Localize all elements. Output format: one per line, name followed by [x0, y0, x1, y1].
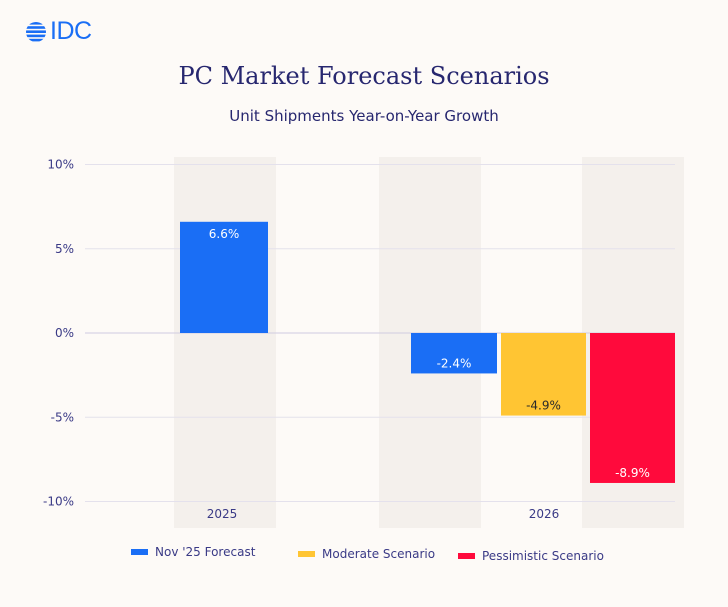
y-tick-label: 10% [47, 158, 74, 172]
data-label: -4.9% [526, 399, 561, 413]
legend-swatch [298, 551, 315, 557]
globe-icon [26, 21, 46, 41]
y-tick-label: -5% [51, 410, 74, 424]
bar [180, 221, 268, 333]
chart-title: PC Market Forecast Scenarios [178, 62, 550, 90]
legend-item-moderate: Moderate Scenario [298, 547, 435, 561]
x-tick-label: 2025 [207, 507, 238, 521]
idc-logo: IDC [25, 19, 92, 44]
bar [411, 333, 497, 374]
data-label: 6.6% [209, 227, 240, 241]
background-band [174, 157, 276, 528]
legend-label: Moderate Scenario [322, 547, 436, 561]
x-tick-label: 2026 [529, 507, 560, 521]
bar [590, 333, 675, 483]
logo-text: IDC [50, 17, 92, 45]
legend-item-pessimistic: Pessimistic Scenario [458, 549, 604, 563]
chart-subtitle: Unit Shipments Year-on-Year Growth [229, 107, 499, 125]
bar [501, 333, 586, 416]
legend-swatch [131, 549, 148, 555]
legend-label: Pessimistic Scenario [482, 549, 604, 563]
y-tick-label: 0% [55, 326, 74, 340]
legend-label: Nov '25 Forecast [155, 545, 256, 559]
data-label: -8.9% [615, 466, 650, 480]
legend-swatch [458, 553, 475, 559]
data-label: -2.4% [437, 356, 472, 370]
legend-item-nov-forecast: Nov '25 Forecast [131, 545, 255, 559]
y-tick-label: 5% [55, 242, 74, 256]
y-tick-label: -10% [43, 495, 74, 509]
